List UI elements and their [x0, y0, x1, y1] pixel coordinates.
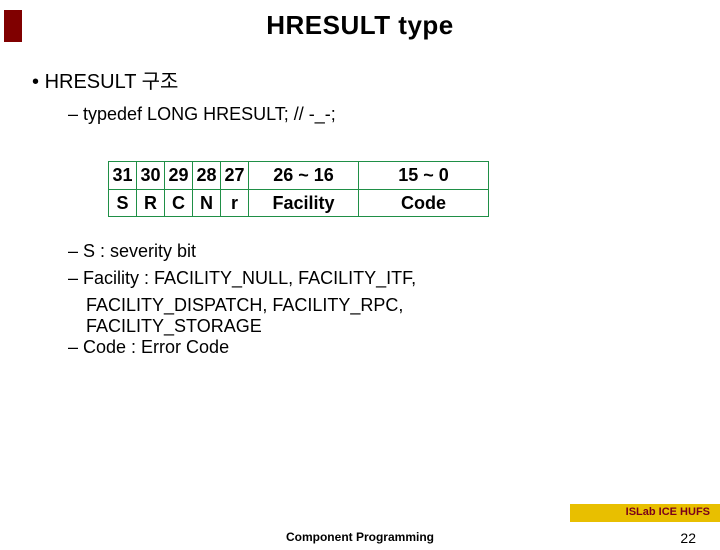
sub-bullet-facility-line1: Facility : FACILITY_NULL, FACILITY_ITF,	[68, 268, 692, 289]
bit-cell-28: 28	[193, 162, 221, 190]
sub-bullet-typedef: typedef LONG HRESULT; // -_-;	[68, 104, 692, 125]
slide-title: HRESULT type	[0, 10, 720, 41]
bit-cell-29: 29	[165, 162, 193, 190]
bit-cell-code-label: Code	[359, 189, 489, 217]
bit-cell-31: 31	[109, 162, 137, 190]
bit-layout-table-wrap: 31 30 29 28 27 26 ~ 16 15 ~ 0 S R C N r …	[108, 161, 692, 217]
slide-content: HRESULT 구조 typedef LONG HRESULT; // -_-;…	[0, 41, 720, 358]
slide-marker	[4, 10, 22, 42]
bit-cell-S: S	[109, 189, 137, 217]
sub-bullet-severity: S : severity bit	[68, 241, 692, 262]
bit-cell-N: N	[193, 189, 221, 217]
footer-center-text: Component Programming	[0, 530, 720, 544]
bit-cell-27: 27	[221, 162, 249, 190]
footer-band: ISLab ICE HUFS	[0, 504, 720, 522]
bit-cell-facility-bits: 26 ~ 16	[249, 162, 359, 190]
sub-indent-block: typedef LONG HRESULT; // -_-; 31 30 29 2…	[32, 104, 692, 358]
bit-cell-C: C	[165, 189, 193, 217]
bit-layout-table: 31 30 29 28 27 26 ~ 16 15 ~ 0 S R C N r …	[108, 161, 489, 217]
footer-lab-label: ISLab ICE HUFS	[626, 506, 710, 518]
page-number: 22	[680, 530, 696, 546]
sub-bullet-facility-line3: FACILITY_STORAGE	[68, 316, 692, 337]
sub-bullet-facility-line2: FACILITY_DISPATCH, FACILITY_RPC,	[68, 295, 692, 316]
bit-cell-30: 30	[137, 162, 165, 190]
bit-cell-R: R	[137, 189, 165, 217]
bit-cell-code-bits: 15 ~ 0	[359, 162, 489, 190]
bit-cell-r: r	[221, 189, 249, 217]
bit-cell-facility-label: Facility	[249, 189, 359, 217]
sub-bullet-code: Code : Error Code	[68, 337, 692, 358]
bullet-main: HRESULT 구조	[32, 65, 692, 94]
